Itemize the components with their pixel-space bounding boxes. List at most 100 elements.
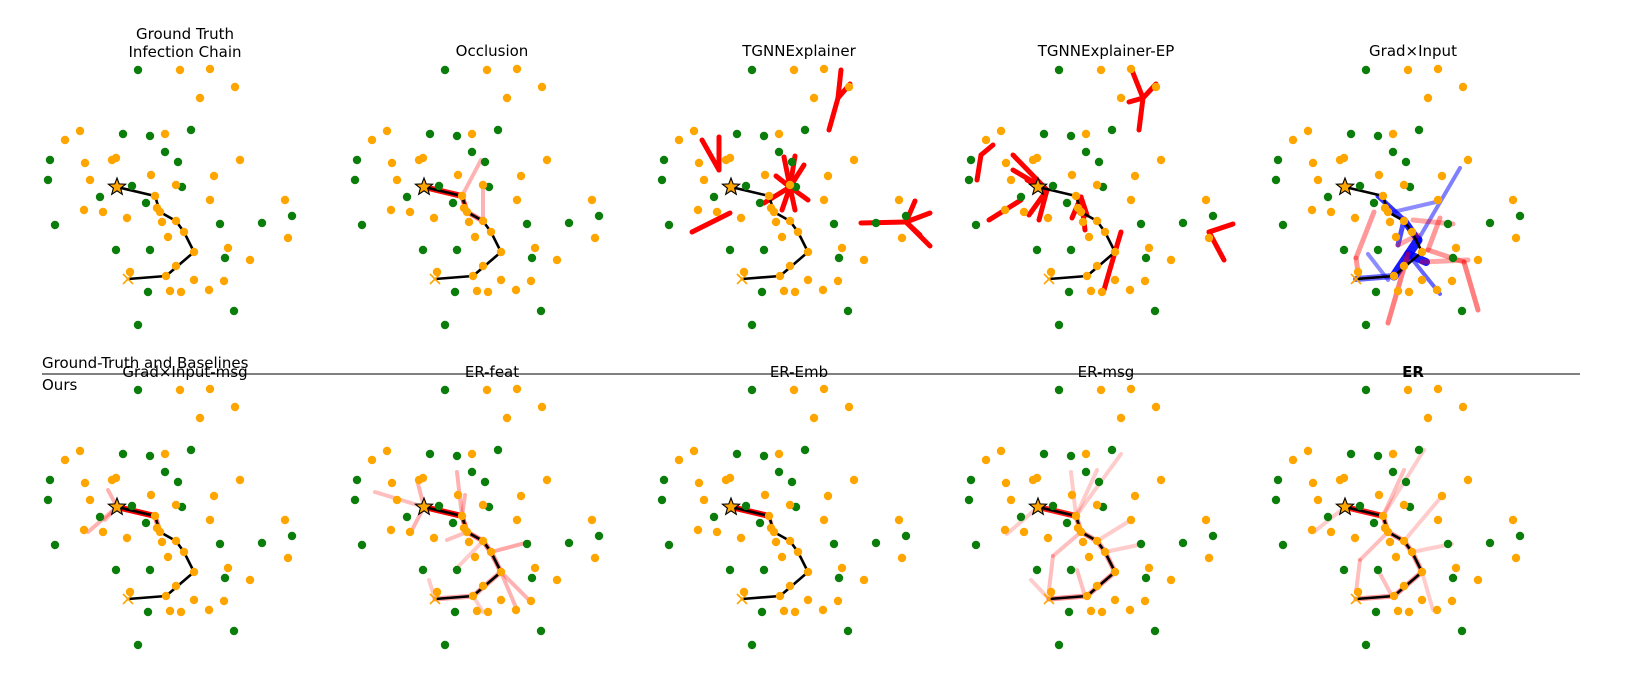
target-cross-marker [429, 593, 441, 605]
infected-node [1084, 552, 1094, 562]
infected-node [1130, 491, 1140, 501]
healthy-node [800, 125, 810, 135]
infected-node [171, 180, 181, 190]
panel-tgnnep: TGNNExplainer-EP [964, 42, 1236, 330]
healthy-node [402, 512, 412, 522]
infected-node [1385, 537, 1395, 547]
healthy-node [229, 306, 239, 316]
attribution-edge [699, 137, 722, 173]
attribution-edges [1353, 166, 1481, 326]
healthy-node [971, 220, 981, 230]
healthy-node [901, 211, 911, 221]
infected-node [1126, 384, 1136, 394]
nodes [657, 64, 911, 330]
infected-node [530, 243, 540, 253]
chain-node [785, 216, 795, 226]
infected-node [1006, 175, 1016, 185]
healthy-node [1371, 607, 1381, 617]
infected-node [779, 606, 789, 616]
chain-node [793, 227, 803, 237]
source-star-marker [413, 176, 435, 196]
infected-node [1156, 155, 1166, 165]
healthy-node [657, 495, 667, 505]
infected-node [367, 455, 377, 465]
chain-node [179, 547, 189, 557]
chain-node [1417, 567, 1427, 577]
nodes [657, 384, 911, 650]
chain-node [1100, 227, 1110, 237]
infected-node [195, 413, 205, 423]
source-star-marker [1334, 176, 1356, 196]
healthy-node [659, 475, 669, 485]
nodes [43, 64, 297, 330]
infected-node [171, 500, 181, 510]
healthy-node [418, 245, 428, 255]
infected-node [1032, 153, 1042, 163]
infected-node [1144, 243, 1154, 253]
infected-node [1086, 606, 1096, 616]
healthy-node [1273, 155, 1283, 165]
chain-node [171, 216, 181, 226]
infected-node [526, 596, 536, 606]
healthy-node [759, 131, 769, 141]
chain-node [1389, 591, 1399, 601]
infected-node [367, 135, 377, 145]
infected-node [779, 286, 789, 296]
healthy-node [50, 220, 60, 230]
infected-node [712, 207, 722, 217]
infected-node [467, 129, 477, 139]
attribution-edge [903, 219, 923, 238]
infected-node [542, 155, 552, 165]
infected-node [1126, 195, 1136, 205]
attribution-edge [1074, 468, 1099, 518]
healthy-node [1048, 181, 1058, 191]
chain-node [1407, 547, 1417, 557]
infection-chain-edge [1085, 250, 1117, 278]
healthy-node [220, 573, 230, 583]
healthy-node [1339, 245, 1349, 255]
infected-node [725, 153, 735, 163]
infected-node [1307, 525, 1317, 535]
chain-node [785, 536, 795, 546]
infected-node [1096, 65, 1106, 75]
infected-node [537, 82, 547, 92]
infected-node [1166, 255, 1176, 265]
healthy-node [522, 539, 532, 549]
healthy-node [352, 155, 362, 165]
infected-node [1156, 475, 1166, 485]
healthy-node [467, 467, 477, 477]
healthy-node [186, 445, 196, 455]
infected-node [1288, 135, 1298, 145]
infected-node [1423, 413, 1433, 423]
infected-node [849, 155, 859, 165]
infection-chain-edge [1047, 594, 1089, 601]
healthy-node [1355, 181, 1365, 191]
infection-chain-edge [433, 594, 475, 601]
infected-node [1308, 478, 1318, 488]
infected-node [1326, 207, 1336, 217]
healthy-node [1054, 640, 1064, 650]
infected-node [1339, 473, 1349, 483]
source-star-marker [720, 176, 742, 196]
infected-node [386, 525, 396, 535]
infected-node [1001, 158, 1011, 168]
healthy-node [755, 198, 765, 208]
infected-node [693, 525, 703, 535]
healthy-node [1136, 539, 1146, 549]
infected-node [163, 552, 173, 562]
infected-node [1403, 385, 1413, 395]
infected-node [1511, 553, 1521, 563]
healthy-node [357, 220, 367, 230]
infected-node [98, 207, 108, 217]
infected-node [777, 232, 787, 242]
healthy-node [1273, 475, 1283, 485]
healthy-node [127, 181, 137, 191]
healthy-node [747, 385, 757, 395]
healthy-node [287, 211, 297, 221]
healthy-node [787, 157, 797, 167]
chain-node [161, 271, 171, 281]
infection-chain-edge [1047, 274, 1089, 281]
infected-node [1433, 384, 1443, 394]
attribution-edge [1381, 468, 1406, 518]
healthy-node [1107, 445, 1117, 455]
